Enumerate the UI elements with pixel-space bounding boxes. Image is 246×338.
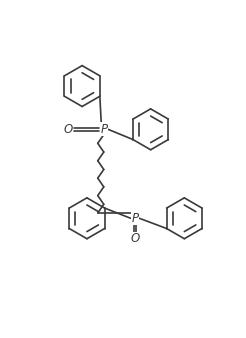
Text: O: O <box>63 123 72 136</box>
Text: P: P <box>100 123 107 136</box>
Text: P: P <box>131 212 138 225</box>
Text: O: O <box>130 232 140 245</box>
